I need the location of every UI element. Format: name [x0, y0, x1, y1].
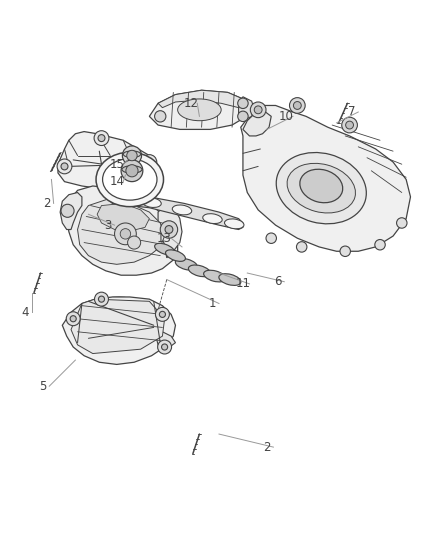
Circle shape [290, 98, 305, 114]
Circle shape [121, 160, 143, 182]
Ellipse shape [287, 163, 356, 213]
Polygon shape [58, 132, 158, 190]
Polygon shape [97, 204, 149, 232]
Circle shape [99, 296, 105, 302]
Ellipse shape [123, 151, 141, 157]
Polygon shape [158, 90, 243, 108]
Text: 15: 15 [110, 158, 124, 171]
Circle shape [122, 146, 141, 165]
Text: 10: 10 [279, 110, 294, 123]
Ellipse shape [188, 265, 210, 277]
Circle shape [340, 246, 350, 256]
Text: 2: 2 [263, 441, 271, 454]
Circle shape [342, 117, 357, 133]
Ellipse shape [300, 169, 343, 203]
Text: 13: 13 [157, 232, 172, 245]
Circle shape [159, 311, 166, 318]
Circle shape [94, 131, 109, 146]
Circle shape [98, 135, 105, 142]
Circle shape [297, 241, 307, 252]
Circle shape [61, 204, 74, 217]
Text: 3: 3 [104, 219, 112, 232]
Circle shape [146, 158, 153, 166]
Circle shape [238, 98, 248, 109]
Text: 14: 14 [109, 175, 124, 188]
Polygon shape [239, 97, 254, 120]
Circle shape [155, 308, 170, 321]
Circle shape [238, 111, 248, 122]
Polygon shape [241, 106, 410, 251]
Ellipse shape [219, 274, 241, 285]
Ellipse shape [276, 152, 366, 224]
Circle shape [254, 106, 262, 114]
Circle shape [160, 221, 178, 238]
Text: 2: 2 [43, 197, 51, 210]
Circle shape [396, 218, 407, 228]
Circle shape [57, 159, 72, 174]
Circle shape [293, 102, 301, 109]
Circle shape [158, 340, 172, 354]
Circle shape [126, 165, 138, 177]
Circle shape [61, 163, 68, 170]
Circle shape [115, 223, 136, 245]
Circle shape [120, 229, 131, 239]
Polygon shape [67, 186, 178, 275]
Ellipse shape [175, 259, 198, 270]
Circle shape [127, 150, 137, 161]
Text: 6: 6 [274, 275, 282, 288]
Polygon shape [149, 90, 247, 130]
Polygon shape [243, 110, 271, 136]
Polygon shape [71, 299, 165, 353]
Circle shape [266, 233, 276, 244]
Ellipse shape [113, 194, 133, 204]
Ellipse shape [96, 152, 163, 207]
Ellipse shape [204, 270, 226, 282]
Circle shape [127, 236, 141, 249]
Circle shape [375, 239, 385, 250]
Ellipse shape [142, 198, 161, 207]
Polygon shape [78, 199, 165, 264]
Ellipse shape [166, 250, 185, 261]
Circle shape [162, 344, 168, 350]
Polygon shape [62, 297, 176, 365]
Circle shape [251, 102, 266, 118]
Ellipse shape [155, 244, 175, 255]
Ellipse shape [225, 219, 244, 229]
Ellipse shape [122, 166, 142, 173]
Ellipse shape [178, 99, 221, 120]
Circle shape [346, 121, 353, 129]
Text: 12: 12 [183, 97, 198, 110]
Polygon shape [108, 195, 243, 230]
Ellipse shape [102, 159, 157, 200]
Circle shape [155, 111, 166, 122]
Polygon shape [158, 206, 182, 258]
Ellipse shape [203, 214, 222, 223]
Polygon shape [60, 192, 82, 230]
Circle shape [66, 312, 80, 326]
Polygon shape [156, 332, 176, 349]
Text: 7: 7 [348, 106, 356, 118]
Circle shape [142, 155, 157, 169]
Text: 4: 4 [21, 306, 29, 319]
Circle shape [95, 292, 109, 306]
Circle shape [70, 316, 76, 322]
Text: 11: 11 [236, 277, 251, 290]
Circle shape [165, 225, 173, 233]
Text: 5: 5 [39, 379, 46, 393]
Text: 1: 1 [209, 297, 216, 310]
Ellipse shape [172, 205, 192, 215]
